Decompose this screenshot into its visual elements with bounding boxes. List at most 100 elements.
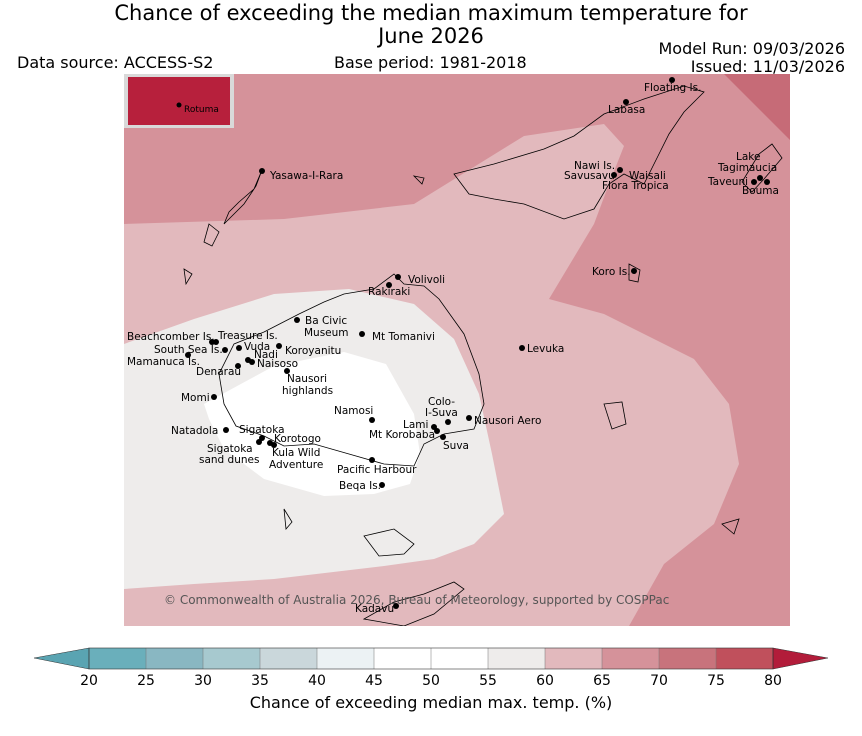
- label-nausori-aero: Nausori Aero: [474, 415, 541, 427]
- colorbar-tick-label: 20: [80, 673, 98, 689]
- marker-floating-is: [669, 77, 675, 83]
- colorbar-swatch: [545, 648, 603, 669]
- label-nadi: Nadi: [254, 349, 278, 361]
- marker-yasawa: [259, 168, 265, 174]
- colorbar-frame: [88, 647, 774, 670]
- label-suva: Suva: [443, 440, 469, 452]
- model-run-info: Model Run: 09/03/2026 Issued: 11/03/2026: [659, 40, 846, 76]
- label-natadola: Natadola: [171, 425, 218, 437]
- marker-ba: [294, 317, 300, 323]
- marker-momi: [211, 394, 217, 400]
- marker-nawi: [617, 167, 623, 173]
- colorbar-tick-label: 70: [650, 673, 668, 689]
- label-treasure: Treasure Is.: [217, 330, 278, 342]
- colorbar-over-arrow: [772, 647, 829, 670]
- small-island-1: [203, 223, 220, 247]
- small-island-3: [603, 401, 627, 430]
- marker-sigatoka-dunes: [256, 439, 262, 445]
- marker-naisoso: [249, 359, 255, 365]
- zone-above-75: [724, 74, 790, 140]
- label-adventure: Adventure: [269, 459, 323, 471]
- marker-denarau: [235, 363, 241, 369]
- label-sand-dunes: sand dunes: [199, 454, 259, 466]
- small-island-5: [283, 508, 293, 530]
- label-namosi: Namosi: [334, 405, 373, 417]
- colorbar-tick-label: 45: [365, 673, 383, 689]
- title-line-1: Chance of exceeding the median maximum t…: [114, 1, 748, 25]
- marker-rakiraki: [386, 282, 392, 288]
- label-yasawa: Yasawa-I-Rara: [269, 170, 343, 182]
- marker-pacific-harbour: [369, 457, 375, 463]
- marker-labasa: [623, 99, 629, 105]
- marker-south-sea: [222, 347, 228, 353]
- marker-nausori-highlands: [284, 368, 290, 374]
- label-volivoli: Volivoli: [408, 274, 445, 286]
- colorbar-swatch: [659, 648, 717, 669]
- marker-levuka: [519, 345, 525, 351]
- label-lake: Lake: [736, 151, 760, 163]
- title-line-2: June 2026: [378, 24, 484, 48]
- label-tagimaucia: Tagimaucia: [717, 162, 777, 174]
- rotuma-marker: [176, 102, 182, 108]
- colorbar-swatches: [89, 648, 774, 669]
- label-bouma: Bouma: [742, 185, 779, 197]
- yasawa-coast: [223, 169, 263, 225]
- label-labasa: Labasa: [608, 104, 645, 116]
- marker-volivoli: [395, 274, 401, 280]
- label-pacific-harbour: Pacific Harbour: [337, 464, 417, 476]
- marker-mt-korobaba: [434, 428, 440, 434]
- marker-bouma: [764, 179, 770, 185]
- beqa-coast: [363, 528, 415, 557]
- place-labels: Floating Is. Labasa Yasawa-I-Rara Nawi I…: [127, 82, 779, 615]
- marker-vuda: [236, 345, 242, 351]
- colorbar-tick-label: 35: [251, 673, 269, 689]
- label-mamanuca: Mamanuca Is.: [127, 356, 200, 368]
- zone-45-55: [204, 352, 420, 496]
- colorbar-tick-label: 60: [536, 673, 554, 689]
- label-korotogo: Korotogo: [274, 433, 321, 445]
- label-colo: Colo-: [428, 396, 455, 408]
- colorbar-tick-label: 80: [764, 673, 782, 689]
- label-flora-tropica: Flora Tropica: [602, 180, 669, 192]
- colorbar: 20 25 30 35 40 45 50 55 60 65 70 75 80: [33, 647, 829, 689]
- label-waisali: Waisali: [629, 170, 666, 182]
- label-levuka: Levuka: [527, 343, 564, 355]
- label-ba-civic: Ba Civic: [305, 315, 347, 327]
- colorbar-swatch: [146, 648, 204, 669]
- marker-mamanuca: [185, 352, 191, 358]
- marker-taveuni: [751, 179, 757, 185]
- label-south-sea: South Sea Is.: [154, 344, 223, 356]
- colorbar-swatch: [488, 648, 546, 669]
- label-vuda: Vuda: [244, 341, 270, 353]
- colorbar-ticks: 20 25 30 35 40 45 50 55 60 65 70 75 80: [80, 673, 782, 689]
- label-i-suva: I-Suva: [425, 407, 458, 419]
- taveuni-coast: [741, 143, 783, 193]
- label-momi: Momi: [181, 392, 210, 404]
- label-savusavu: Savusavu: [564, 170, 615, 182]
- marker-kula: [271, 442, 277, 448]
- copyright-text: © Commonwealth of Australia 2026, Bureau…: [164, 593, 669, 607]
- data-source-label: Data source: ACCESS-S2: [17, 53, 214, 72]
- marker-tomanivi: [359, 331, 365, 337]
- small-island-4: [721, 518, 740, 535]
- label-naisoso: Naisoso: [257, 358, 298, 370]
- colorbar-swatch: [317, 648, 375, 669]
- label-kula-wild: Kula Wild: [272, 447, 320, 459]
- marker-namosi: [369, 417, 375, 423]
- marker-koro: [631, 268, 637, 274]
- colorbar-title: Chance of exceeding median max. temp. (%…: [249, 693, 613, 712]
- label-lami: Lami: [403, 419, 428, 431]
- fiji-map: © Commonwealth of Australia 2026, Bureau…: [124, 74, 790, 626]
- label-koroyanitu: Koroyanitu: [285, 345, 341, 357]
- label-floating-is: Floating Is.: [644, 82, 701, 94]
- colorbar-tick-label: 30: [194, 673, 212, 689]
- map-title: Chance of exceeding the median maximum t…: [0, 2, 862, 48]
- small-island-2: [183, 268, 193, 286]
- label-beqa: Beqa Is.: [339, 480, 381, 492]
- colorbar-tick-label: 25: [137, 673, 155, 689]
- label-highlands: highlands: [282, 385, 333, 397]
- colorbar-swatch: [602, 648, 660, 669]
- viti-levu-coast: [218, 273, 485, 467]
- label-taveuni: Taveuni: [707, 176, 748, 188]
- label-denarau: Denarau: [196, 366, 241, 378]
